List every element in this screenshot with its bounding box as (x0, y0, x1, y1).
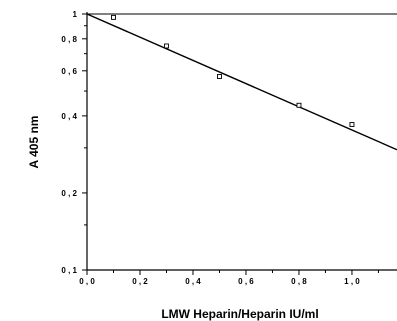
fit-line-group (86, 13, 397, 151)
x-tick-label: 0 , 2 (132, 277, 148, 286)
y-tick-label: 0 , 1 (61, 266, 77, 275)
y-tick-label: 0 , 8 (61, 35, 77, 44)
data-point (296, 102, 302, 108)
fit-line (86, 13, 397, 151)
data-point (349, 122, 355, 127)
x-tick-label: 0 , 0 (79, 277, 95, 286)
x-tick-label: 0 , 6 (238, 277, 254, 286)
chart-axes (86, 12, 397, 271)
data-points (111, 14, 355, 127)
y-tick-label: 0 , 6 (61, 67, 77, 76)
x-tick-label: 0 , 8 (291, 277, 307, 286)
y-tick-label: 1 (73, 10, 78, 19)
data-point (164, 43, 169, 49)
x-tick-label: 0 , 4 (185, 277, 201, 286)
x-axis-title: LMW Heparin/Heparin IU/ml (161, 307, 318, 321)
data-point (111, 14, 116, 20)
x-tick-label: 1 , 0 (344, 277, 360, 286)
x-axis-ticks: 0 , 0 0 , 2 0 , 4 0 , 6 0 , 8 1 , 0 (79, 270, 379, 286)
y-axis-ticks: 1 0 , 8 0 , 6 0 , 4 0 , 2 0 , 1 (61, 10, 87, 275)
data-point (217, 74, 222, 79)
y-tick-label: 0 , 2 (61, 189, 77, 198)
y-axis-title: A 405 nm (27, 116, 41, 169)
y-tick-label: 0 , 4 (61, 112, 77, 121)
